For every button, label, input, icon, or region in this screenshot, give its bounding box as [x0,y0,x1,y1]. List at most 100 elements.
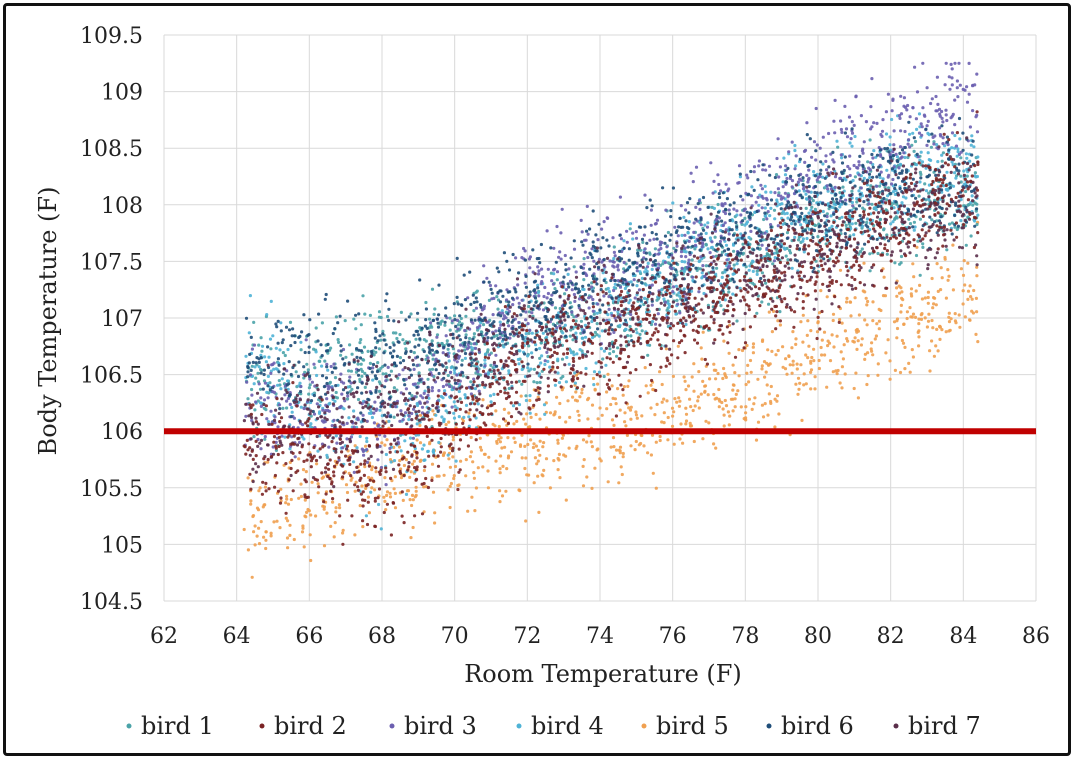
data-point [532,380,536,384]
data-point [877,327,881,331]
data-point [374,470,378,474]
data-point [938,133,943,137]
data-point [774,173,779,177]
data-point [266,420,270,424]
data-point [725,268,729,272]
data-point [383,443,387,447]
data-point [577,418,581,423]
data-point [412,333,416,337]
data-point [322,385,326,389]
data-point [692,389,696,393]
data-point [572,239,576,243]
data-point [875,175,879,179]
data-point [703,274,707,279]
data-point [848,141,852,145]
data-point [663,241,667,245]
data-point [645,206,649,210]
data-point [804,382,808,386]
data-point [969,143,973,147]
data-point [658,438,662,443]
data-point [940,328,944,332]
data-point [610,384,614,388]
data-point [665,251,669,255]
data-point [682,215,686,219]
data-point [530,311,534,315]
data-point [629,312,633,317]
data-point [770,330,775,334]
data-point [461,374,465,378]
data-point [358,377,362,381]
data-point [899,156,903,160]
data-point [579,265,583,270]
data-point [850,131,855,135]
data-point [768,173,772,177]
data-point [451,336,455,340]
data-point [782,246,786,250]
data-point [765,217,769,221]
data-point [431,409,435,413]
data-point [831,370,835,374]
data-point [870,349,874,353]
data-point [766,348,770,352]
data-point [803,148,808,152]
data-point [252,343,257,347]
data-point [320,476,324,480]
data-point [936,102,940,106]
data-point [528,411,532,415]
data-point [619,465,623,469]
data-point [452,416,457,420]
data-point [345,421,349,425]
data-point [447,343,451,347]
data-point [608,347,612,351]
data-point [595,322,599,326]
data-point [818,180,822,184]
data-point [566,272,570,276]
data-point [452,352,456,356]
data-point [248,352,252,356]
data-point [684,419,689,423]
data-point [862,200,866,204]
data-point [430,417,434,421]
data-point [631,231,635,235]
data-point [972,145,976,149]
data-point [964,243,968,247]
data-point [947,222,952,226]
data-point [486,336,490,340]
data-point [957,169,961,173]
data-point [852,123,856,127]
data-point [380,441,384,445]
data-point [507,268,512,272]
data-point [591,297,595,302]
data-point [532,289,536,293]
data-point [339,372,343,376]
data-point [821,175,825,179]
data-point [861,206,865,210]
data-point [702,228,706,232]
data-point [445,339,449,343]
data-point [941,136,945,140]
data-point [975,310,979,314]
data-point [450,319,454,323]
data-point [650,433,655,437]
data-point [717,405,721,409]
data-point [461,419,465,423]
data-point [868,175,872,180]
data-point [946,278,950,282]
data-point [735,319,739,323]
data-point [925,143,929,147]
data-point [791,330,795,334]
data-point [608,352,612,356]
data-point [760,403,765,407]
data-point [848,300,853,304]
data-point [300,330,304,334]
data-point [363,465,367,469]
data-point [788,363,792,367]
data-point [455,295,459,299]
data-point [958,325,962,329]
data-point [460,358,464,362]
data-point [307,333,311,337]
data-point [917,344,921,348]
data-point [431,318,435,323]
data-point [888,377,892,381]
data-point [461,371,465,375]
